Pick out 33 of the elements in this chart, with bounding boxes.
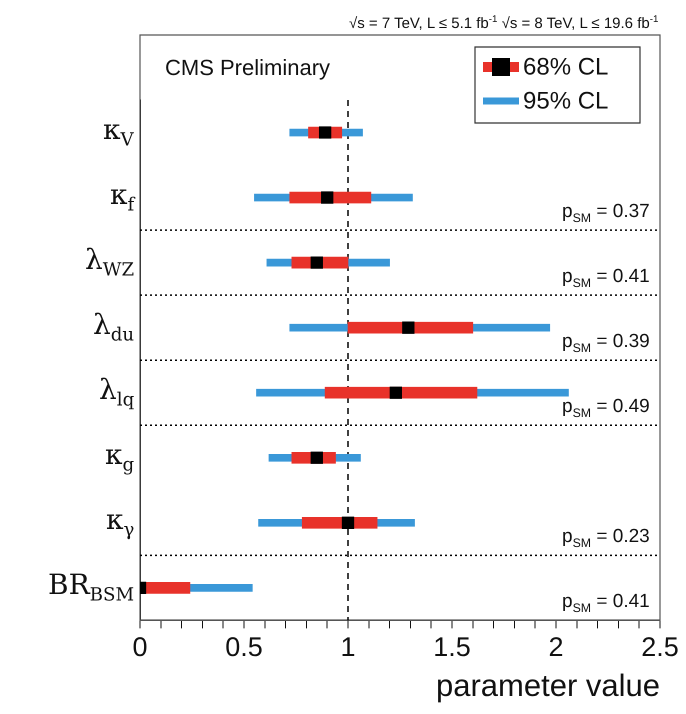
legend-label: 95% CL xyxy=(523,88,608,115)
x-axis-title: parameter value xyxy=(436,668,660,703)
annotation: p$_{SM}$ = 0.41 xyxy=(562,591,650,616)
y-tick-label: λ$_{WZ}$ xyxy=(85,242,134,280)
annotation: p$_{SM}$ = 0.49 xyxy=(562,396,650,420)
legend-label: 68% CL xyxy=(523,54,608,81)
annotation: p$_{SM}$ = 0.41 xyxy=(562,266,650,290)
bar xyxy=(324,386,478,399)
point xyxy=(402,322,414,334)
y-tick-label: λ$_{lq}$ xyxy=(99,372,134,410)
x-tick-label: 1.5 xyxy=(433,632,471,662)
point xyxy=(342,516,354,529)
y-tick-label: κ$_{γ}$ xyxy=(106,502,134,540)
chart-title: √s = 7 TeV, L ≤ 5.1 fb$^{-1}$ √s = 8 TeV, L ≤ 19.6 fb$^{-1}$ xyxy=(349,14,658,32)
y-tick-label: BR$_{BSM}$ xyxy=(48,568,134,606)
text: CMS Preliminary xyxy=(165,55,330,80)
point xyxy=(321,191,334,204)
y-tick-label: κ$_{V}$ xyxy=(103,112,134,150)
y-tick-label: κ$_{g}$ xyxy=(105,438,134,476)
annotation: p$_{SM}$ = 0.39 xyxy=(562,331,650,355)
point xyxy=(318,126,332,139)
y-tick-label: κ$_{f}$ xyxy=(110,178,134,216)
point xyxy=(310,452,323,464)
point xyxy=(390,386,402,399)
annotation: p$_{SM}$ = 0.37 xyxy=(562,201,650,225)
x-tick-label: 0 xyxy=(132,632,148,662)
x-tick-label: 2.5 xyxy=(641,632,679,662)
y-tick-label: λ$_{du}$ xyxy=(93,308,134,346)
x-tick-label: 0.5 xyxy=(225,632,263,662)
point xyxy=(310,256,323,269)
x-tick-label: 1 xyxy=(340,632,356,662)
x-tick-label: 2 xyxy=(548,632,564,662)
annotation: p$_{SM}$ = 0.23 xyxy=(562,526,650,550)
